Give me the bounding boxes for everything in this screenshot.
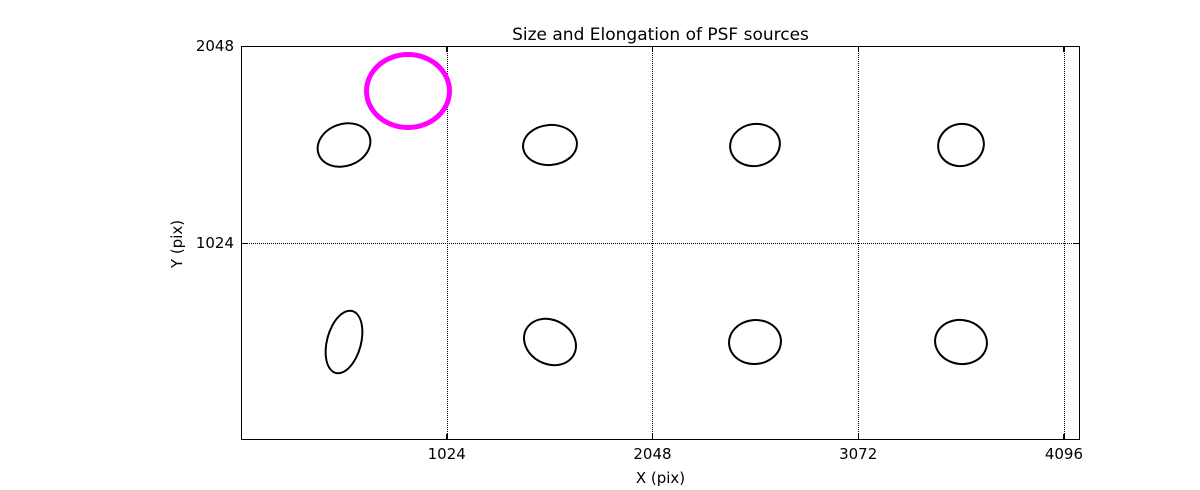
psf-ellipse xyxy=(932,117,990,172)
x-axis-label: X (pix) xyxy=(635,469,686,487)
x-tick-label: 4096 xyxy=(1044,445,1084,463)
psf-ellipse xyxy=(514,308,586,375)
psf-ellipse xyxy=(931,314,991,369)
y-tick-label: 2048 xyxy=(195,37,234,55)
x-tick-mark xyxy=(651,434,654,440)
psf-ellipse xyxy=(519,121,580,168)
y-tick-mark xyxy=(1074,45,1080,47)
x-tick-mark xyxy=(1063,434,1065,440)
plot-area xyxy=(241,45,1080,440)
y-gridline xyxy=(241,243,1080,244)
chart-title: Size and Elongation of PSF sources xyxy=(512,25,809,45)
reference-circle xyxy=(363,51,452,130)
x-tick-label: 3072 xyxy=(839,445,878,463)
psf-ellipse xyxy=(725,118,785,171)
x-tick-label: 2048 xyxy=(633,445,672,463)
x-tick-mark xyxy=(446,434,448,440)
x-tick-label: 1024 xyxy=(427,445,466,463)
psf-ellipse xyxy=(317,304,370,379)
x-tick-mark xyxy=(446,46,448,52)
x-tick-mark xyxy=(857,434,859,440)
psf-ellipse xyxy=(726,316,785,367)
x-tick-mark xyxy=(857,46,859,52)
psf-ellipse xyxy=(310,114,378,175)
x-tick-mark xyxy=(651,46,654,52)
y-tick-label: 1024 xyxy=(195,234,234,252)
x-tick-mark xyxy=(1063,46,1065,52)
y-tick-mark xyxy=(1074,242,1080,244)
y-tick-mark xyxy=(241,45,247,47)
y-tick-mark xyxy=(241,242,247,244)
